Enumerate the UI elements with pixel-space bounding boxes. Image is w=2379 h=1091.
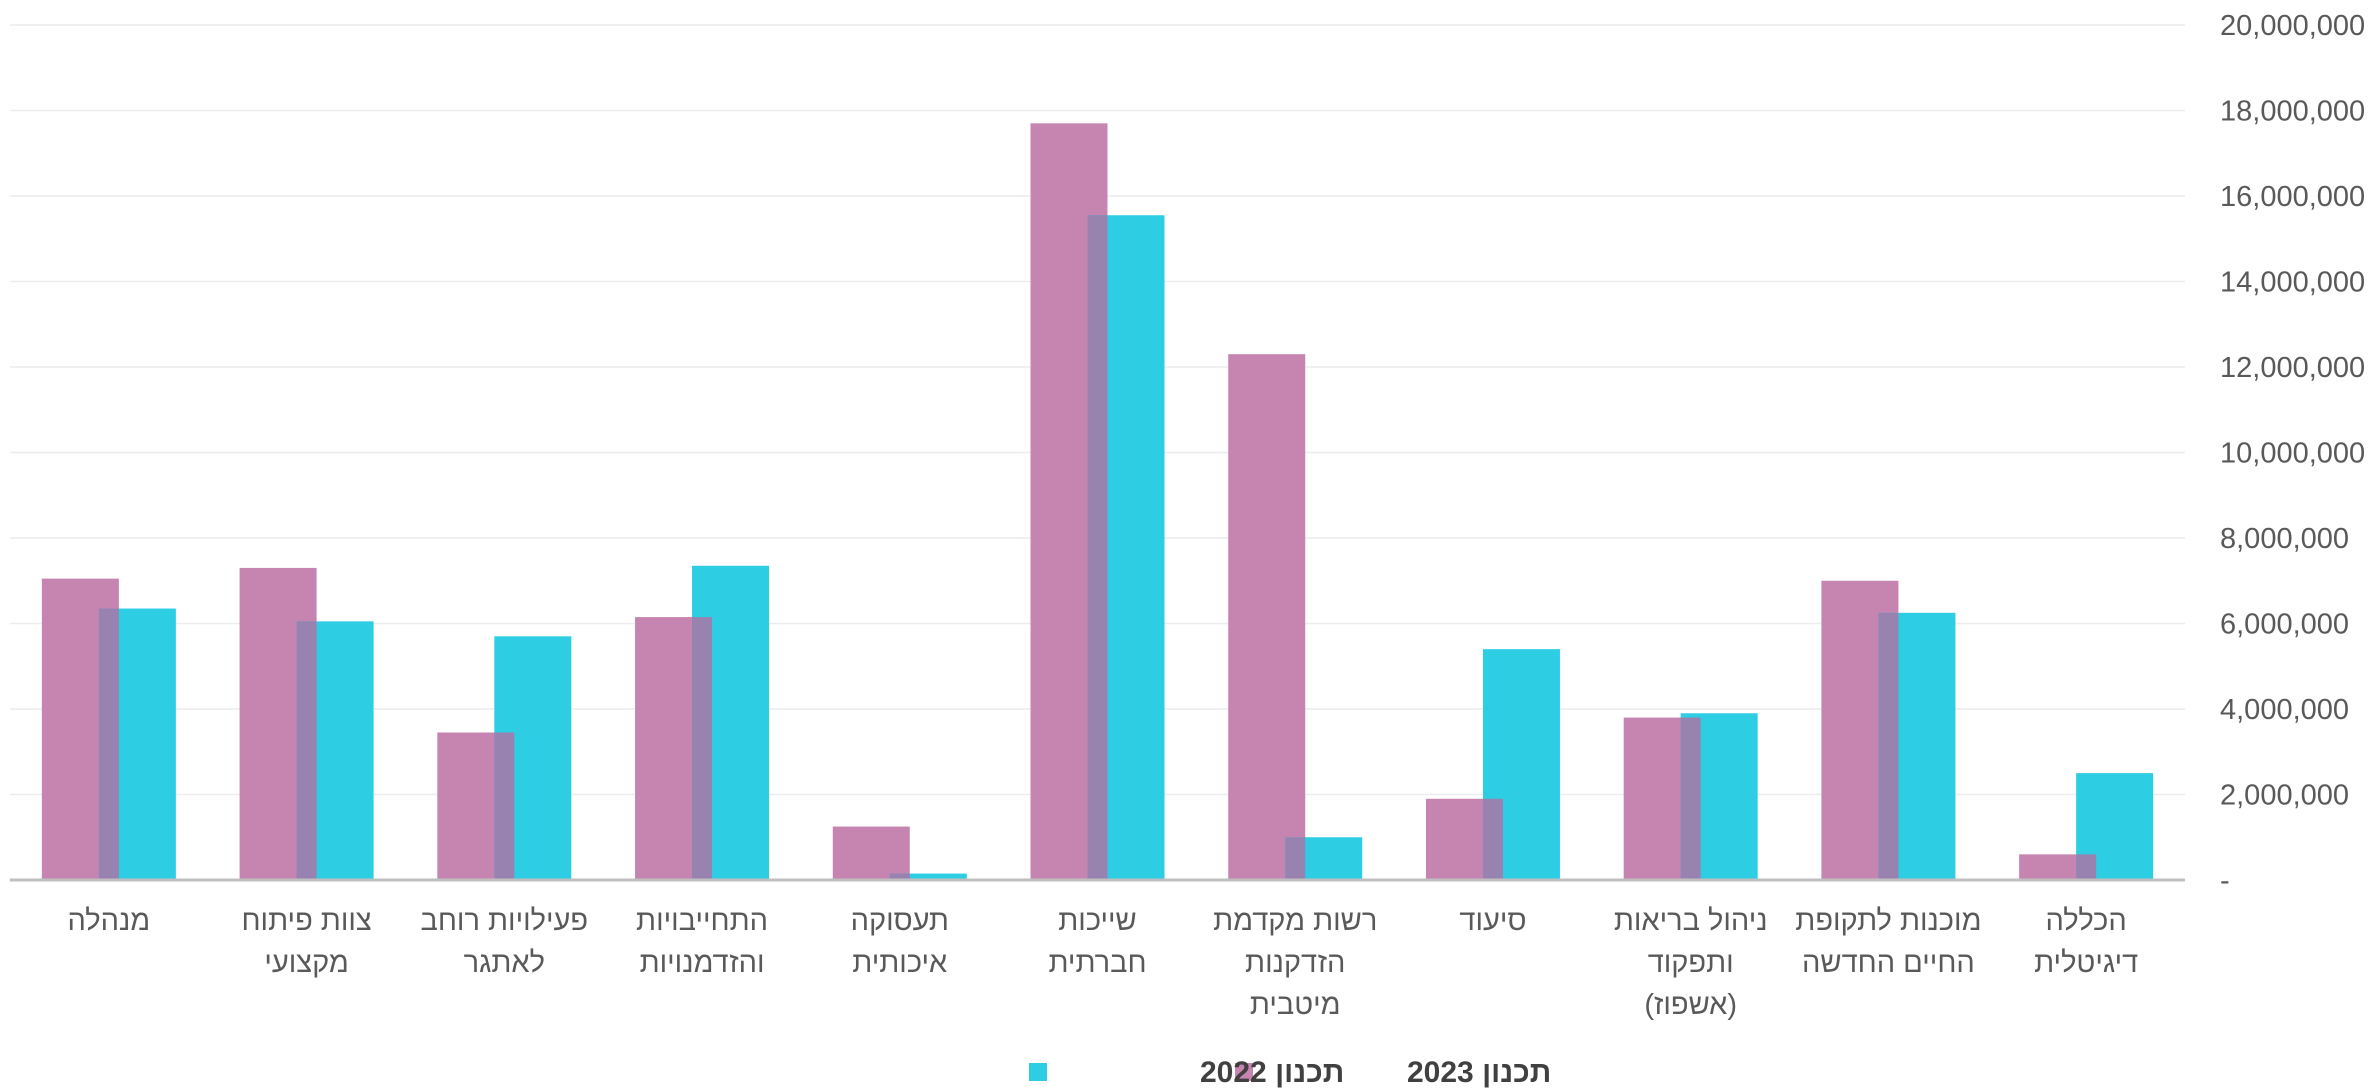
y-tick-label: 4,000,000 xyxy=(2220,694,2349,726)
bar-2022 xyxy=(889,873,967,880)
bar-overlap xyxy=(1285,837,1306,880)
y-axis-tick-labels: - 2,000,000 4,000,000 6,000,000 8,000,000 10,… xyxy=(2220,10,2365,897)
bar-overlap xyxy=(1878,612,1899,880)
category-label: מקצועי xyxy=(264,947,349,979)
bar-overlap xyxy=(889,873,910,880)
category-label: (אשפוז) xyxy=(1644,989,1737,1021)
y-tick-label: 2,000,000 xyxy=(2220,780,2349,812)
y-tick-label: 8,000,000 xyxy=(2220,523,2349,555)
y-tick-label: 20,000,000 xyxy=(2220,10,2365,42)
legend-label-2022: תכנון 2022 xyxy=(1200,1056,1344,1089)
category-label: מנהלה xyxy=(67,905,150,937)
bar-overlap xyxy=(98,608,119,880)
category-label: תעסוקה xyxy=(851,905,949,937)
category-label: מיטבית xyxy=(1250,989,1341,1021)
legend-swatch-2023 xyxy=(1235,1063,1253,1081)
category-label: הכללה xyxy=(2046,905,2127,937)
y-tick-label: 16,000,000 xyxy=(2220,181,2365,213)
category-label: והזדמנויות xyxy=(640,947,765,979)
category-label: רשות מקדמת xyxy=(1213,905,1377,937)
category-label: ניהול בריאות xyxy=(1614,905,1768,937)
y-tick-label: 18,000,000 xyxy=(2220,96,2365,128)
bar-overlap xyxy=(2076,854,2097,880)
legend: תכנון 2023 תכנון 2022 xyxy=(1029,1056,1551,1089)
bar-2023 xyxy=(832,826,910,880)
bar-overlap xyxy=(1087,215,1108,881)
category-label: החיים החדשה xyxy=(1802,947,1975,979)
y-tick-label: 10,000,000 xyxy=(2220,438,2365,470)
category-labels: הכללה דיגיטלית מוכנות לתקופת החיים החדשה ניה… xyxy=(67,905,2138,1021)
bars xyxy=(41,123,2154,881)
legend-swatch-2022 xyxy=(1029,1063,1047,1081)
category-label: הזדקנות xyxy=(1245,947,1345,979)
bar-overlap xyxy=(296,621,317,880)
y-tick-label: - xyxy=(2220,865,2230,897)
bar-overlap xyxy=(494,732,515,880)
category-label: שייכות xyxy=(1058,905,1136,937)
category-label: ותפקוד xyxy=(1648,947,1734,979)
category-label: איכותית xyxy=(852,947,947,979)
bar-overlap xyxy=(692,617,713,880)
category-label: דיגיטלית xyxy=(2034,947,2138,979)
category-label: התחייבויות xyxy=(636,905,768,937)
category-label: סיעוד xyxy=(1459,905,1526,937)
category-label: לאתגר xyxy=(464,947,545,979)
legend-label-2023: תכנון 2023 xyxy=(1407,1056,1551,1089)
y-tick-label: 12,000,000 xyxy=(2220,352,2365,384)
category-label: פעילויות רוחב xyxy=(421,905,589,937)
bar-2023 xyxy=(1228,354,1306,880)
category-label: צוות פיתוח xyxy=(241,905,371,937)
y-tick-label: 6,000,000 xyxy=(2220,609,2349,641)
category-label: חברתית xyxy=(1048,947,1146,979)
y-tick-label: 14,000,000 xyxy=(2220,267,2365,299)
category-label: מוכנות לתקופת xyxy=(1795,905,1981,937)
bar-overlap xyxy=(1482,798,1503,880)
bar-overlap xyxy=(1680,717,1701,880)
